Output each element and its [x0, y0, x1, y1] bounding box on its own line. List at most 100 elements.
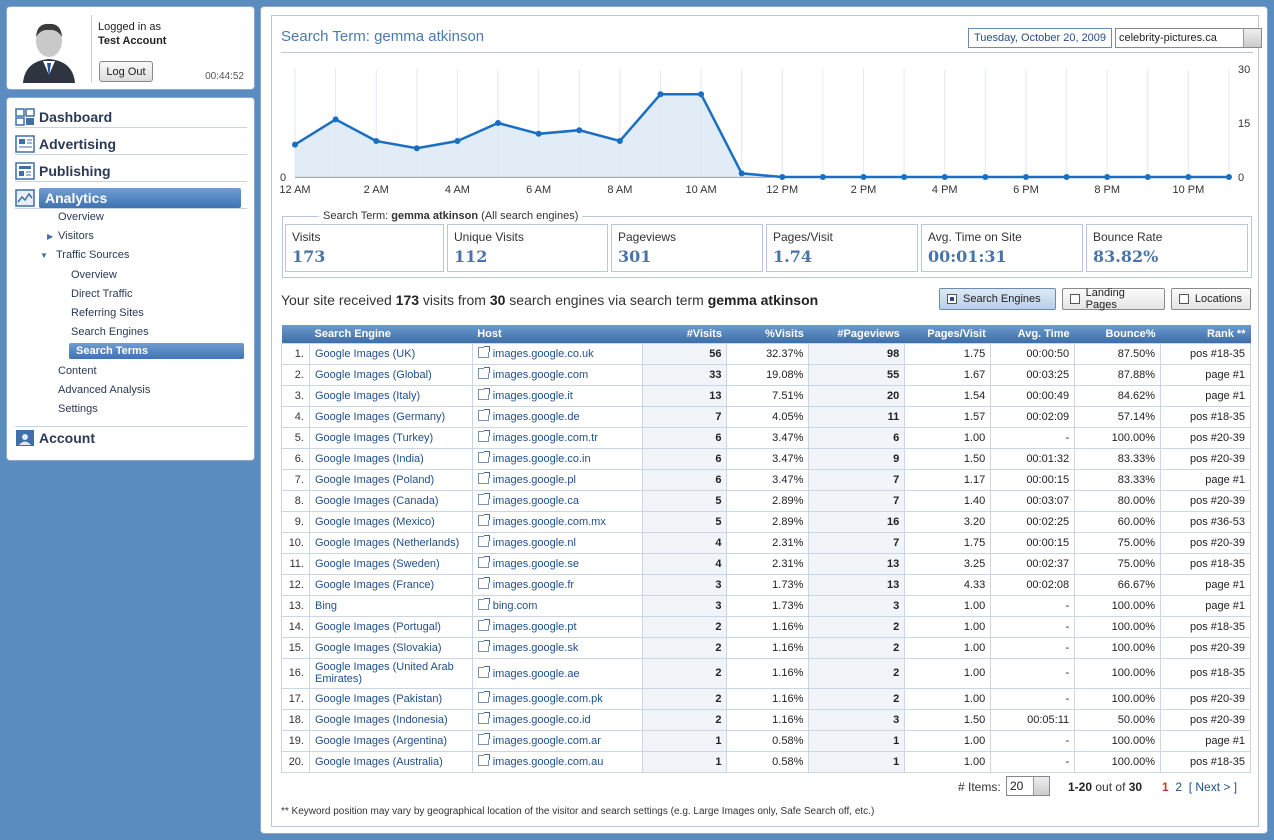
- nav-analytics[interactable]: Analytics: [15, 187, 247, 209]
- items-per-page-select[interactable]: 20: [1006, 776, 1050, 796]
- chevron-down-icon[interactable]: [1033, 777, 1049, 795]
- toggle-locations[interactable]: Locations: [1171, 288, 1251, 310]
- engine-cell[interactable]: Google Images (Turkey): [308, 426, 473, 449]
- host-cell[interactable]: images.google.com.tr: [471, 426, 643, 449]
- external-link-icon[interactable]: [477, 691, 490, 703]
- external-link-icon[interactable]: [477, 665, 490, 678]
- host-cell[interactable]: images.google.ae: [471, 657, 643, 689]
- host-cell[interactable]: images.google.com: [471, 363, 643, 386]
- engine-cell[interactable]: Google Images (Italy): [308, 384, 473, 407]
- nav-advanced-analysis[interactable]: Advanced Analysis: [58, 384, 151, 396]
- column-header-pct-visits[interactable]: %Visits: [726, 325, 809, 343]
- host-cell[interactable]: images.google.it: [471, 384, 643, 407]
- page-link[interactable]: 2: [1175, 780, 1183, 794]
- engine-cell[interactable]: Google Images (France): [308, 573, 473, 596]
- site-select[interactable]: celebrity-pictures.ca: [1115, 28, 1262, 48]
- host-cell[interactable]: images.google.se: [471, 552, 643, 575]
- nav-traffic-sources[interactable]: Traffic Sources: [56, 249, 130, 261]
- nav-search-engines[interactable]: Search Engines: [71, 326, 149, 338]
- external-link-icon[interactable]: [477, 712, 490, 724]
- host-cell[interactable]: images.google.sk: [471, 636, 643, 659]
- nav-traffic-overview[interactable]: Overview: [71, 269, 117, 281]
- nav-publishing[interactable]: Publishing: [15, 160, 247, 182]
- host-cell[interactable]: bing.com: [471, 594, 643, 617]
- engine-cell[interactable]: Google Images (Argentina): [308, 729, 473, 752]
- external-link-icon[interactable]: [477, 409, 490, 421]
- engine-cell[interactable]: Google Images (Germany): [308, 405, 473, 428]
- external-link-icon[interactable]: [477, 733, 490, 745]
- nav-account[interactable]: Account: [15, 426, 247, 448]
- external-link-icon[interactable]: [477, 514, 490, 526]
- engine-cell[interactable]: Google Images (Slovakia): [308, 636, 473, 659]
- external-link-icon[interactable]: [477, 388, 490, 400]
- host-cell[interactable]: images.google.com.au: [471, 750, 643, 773]
- nav-referring-sites[interactable]: Referring Sites: [71, 307, 144, 319]
- host-cell[interactable]: images.google.nl: [471, 531, 643, 554]
- host-cell[interactable]: images.google.ca: [471, 489, 643, 512]
- stats-legend: Search Term: gemma atkinson (All search …: [319, 210, 583, 222]
- host-cell[interactable]: images.google.com.ar: [471, 729, 643, 752]
- external-link-icon[interactable]: [477, 619, 490, 631]
- nav-content[interactable]: Content: [58, 365, 97, 377]
- nav-advertising[interactable]: Advertising: [15, 133, 247, 155]
- column-header-avg-time[interactable]: Avg. Time: [990, 325, 1075, 343]
- nav-search-terms[interactable]: Search Terms: [69, 343, 244, 359]
- engine-cell[interactable]: Google Images (Netherlands): [308, 531, 473, 554]
- engine-cell[interactable]: Google Images (Canada): [308, 489, 473, 512]
- external-link-icon[interactable]: [477, 430, 490, 442]
- external-link-icon[interactable]: [477, 493, 490, 505]
- engine-cell[interactable]: Google Images (Portugal): [308, 615, 473, 638]
- column-header-rank[interactable]: Rank **: [1160, 325, 1251, 343]
- engine-cell[interactable]: Google Images (UK): [308, 342, 473, 365]
- collapse-arrow-icon[interactable]: ▼: [40, 251, 48, 260]
- host-cell[interactable]: images.google.pl: [471, 468, 643, 491]
- chevron-down-icon[interactable]: [1243, 29, 1261, 47]
- engine-cell[interactable]: Google Images (Mexico): [308, 510, 473, 533]
- engine-cell[interactable]: Bing: [308, 594, 473, 617]
- external-link-icon[interactable]: [477, 754, 490, 766]
- toggle-landing-pages[interactable]: Landing Pages: [1062, 287, 1165, 311]
- external-link-icon[interactable]: [477, 451, 490, 463]
- host-cell[interactable]: images.google.de: [471, 405, 643, 428]
- engine-cell[interactable]: Google Images (United Arab Emirates): [308, 657, 473, 689]
- engine-cell[interactable]: Google Images (Poland): [308, 468, 473, 491]
- nav-dashboard[interactable]: Dashboard: [15, 106, 247, 128]
- column-header-host[interactable]: Host: [472, 325, 643, 343]
- page-link-current[interactable]: 1: [1162, 780, 1169, 794]
- external-link-icon[interactable]: [477, 346, 490, 358]
- column-header-pageviews[interactable]: #Pageviews: [808, 325, 905, 343]
- toggle-search-engines[interactable]: Search Engines: [939, 288, 1056, 310]
- external-link-icon[interactable]: [477, 598, 490, 610]
- engine-cell[interactable]: Google Images (India): [308, 447, 473, 470]
- external-link-icon[interactable]: [477, 556, 490, 568]
- host-cell[interactable]: images.google.pt: [471, 615, 643, 638]
- host-cell[interactable]: images.google.com.pk: [471, 687, 643, 710]
- host-cell[interactable]: images.google.fr: [471, 573, 643, 596]
- external-link-icon[interactable]: [477, 577, 490, 589]
- column-header-visits[interactable]: #Visits: [642, 325, 727, 343]
- column-header-bounce[interactable]: Bounce%: [1074, 325, 1161, 343]
- next-page-link[interactable]: Next >: [1195, 780, 1231, 794]
- nav-direct-traffic[interactable]: Direct Traffic: [71, 288, 133, 300]
- engine-cell[interactable]: Google Images (Global): [308, 363, 473, 386]
- external-link-icon[interactable]: [477, 472, 490, 484]
- host-cell[interactable]: images.google.com.mx: [471, 510, 643, 533]
- engine-cell[interactable]: Google Images (Australia): [308, 750, 473, 773]
- nav-analytics-overview[interactable]: Overview: [58, 211, 104, 223]
- date-picker[interactable]: Tuesday, October 20, 2009: [968, 28, 1112, 48]
- expand-arrow-icon[interactable]: ▶: [47, 232, 54, 241]
- external-link-icon[interactable]: [477, 367, 490, 379]
- engine-cell[interactable]: Google Images (Sweden): [308, 552, 473, 575]
- external-link-icon[interactable]: [477, 535, 490, 547]
- external-link-icon[interactable]: [477, 640, 490, 652]
- nav-visitors[interactable]: Visitors: [58, 230, 94, 242]
- column-header-search-engine[interactable]: Search Engine: [309, 325, 473, 343]
- nav-settings[interactable]: Settings: [58, 403, 98, 415]
- logout-button[interactable]: Log Out: [99, 61, 153, 82]
- column-header-pages-per-visit[interactable]: Pages/Visit: [904, 325, 991, 343]
- host-cell[interactable]: images.google.co.uk: [471, 342, 643, 365]
- engine-cell[interactable]: Google Images (Indonesia): [308, 708, 473, 731]
- engine-cell[interactable]: Google Images (Pakistan): [308, 687, 473, 710]
- host-cell[interactable]: images.google.co.id: [471, 708, 643, 731]
- host-cell[interactable]: images.google.co.in: [471, 447, 643, 470]
